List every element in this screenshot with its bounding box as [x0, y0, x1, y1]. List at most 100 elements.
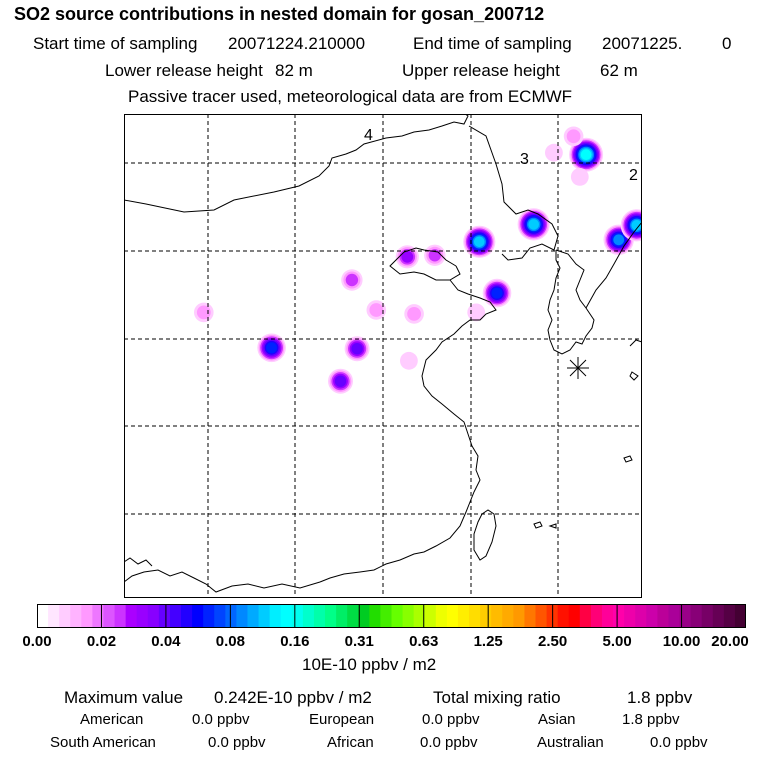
region-value-european: 0.0 ppbv	[422, 711, 480, 728]
colorbar-cell	[203, 604, 215, 628]
region-value-south-american: 0.0 ppbv	[208, 734, 266, 751]
colorbar-tick-label: 0.00	[22, 633, 52, 650]
colorbar-cell	[325, 604, 337, 628]
end-hour: 0	[722, 34, 732, 53]
colorbar-cell	[302, 604, 315, 628]
colorbar-cell	[646, 604, 658, 628]
plume-contour	[545, 143, 563, 162]
colorbar-cell	[247, 604, 260, 628]
total-value: 1.8 ppbv	[627, 688, 693, 707]
colorbar-tick-label: 0.08	[215, 633, 245, 650]
colorbar-tick-label: 0.63	[409, 633, 439, 650]
island-taiwan	[473, 509, 497, 561]
colorbar-tick-label: 2.50	[538, 633, 568, 650]
total-label: Total mixing ratio	[433, 688, 561, 707]
colorbar-cell	[214, 604, 226, 628]
plume-contour	[266, 342, 278, 354]
colorbar-cell	[269, 604, 282, 628]
colorbar-cell	[435, 604, 448, 628]
colorbar-tick-label: 1.25	[473, 633, 503, 650]
colorbar-cell	[712, 604, 725, 628]
colorbar-cell	[48, 604, 60, 628]
plume-contour	[566, 129, 581, 144]
start-label: Start time of sampling	[33, 34, 198, 53]
colorbar-cell	[169, 604, 182, 628]
colorbar-cell	[513, 604, 526, 628]
colorbar-cell	[579, 604, 592, 628]
lower-height-value: 82 m	[275, 61, 313, 80]
colorbar-cell	[225, 604, 238, 628]
colorbar-cell	[701, 604, 714, 628]
colorbar-cell	[391, 604, 404, 628]
region-name-australian: Australian	[537, 734, 604, 751]
map-frame	[124, 114, 642, 598]
upper-height-label: Upper release height	[402, 61, 560, 80]
island-a	[629, 371, 639, 381]
colorbar-cell	[280, 604, 293, 628]
region-label-2: 2	[629, 167, 638, 184]
colorbar-cell	[601, 604, 614, 628]
coastlines	[124, 114, 642, 593]
plume-contour	[401, 250, 414, 263]
colorbar-cell	[480, 604, 492, 628]
region-label-3: 3	[520, 151, 529, 168]
end-label: End time of sampling	[413, 34, 572, 53]
coast-sw	[124, 569, 321, 593]
max-value: 0.242E-10 ppbv / m2	[214, 688, 372, 707]
colorbar-cell	[59, 604, 71, 628]
colorbar-units: 10E-10 ppbv / m2	[302, 655, 437, 674]
colorbar-tick-label: 0.16	[280, 633, 310, 650]
plume-contour	[474, 236, 485, 248]
plume-contour	[400, 351, 418, 370]
colorbar-tick-label: 10.00	[662, 633, 701, 650]
border-line-ne	[468, 125, 559, 261]
colorbar-cell	[136, 604, 149, 628]
colorbar-cell	[624, 604, 636, 628]
plume-contour	[196, 305, 211, 320]
island-d	[548, 523, 557, 529]
colorbar-cell	[125, 604, 138, 628]
lat-lon-grid	[124, 114, 642, 598]
colorbar-cell	[37, 604, 49, 628]
colorbar-cell	[147, 604, 160, 628]
plume-contour	[580, 149, 592, 160]
colorbar-cell	[291, 604, 304, 628]
plume-contour	[631, 220, 642, 231]
lower-height-label: Lower release height	[105, 61, 263, 80]
colorbar-cell	[92, 604, 105, 628]
region-value-australian: 0.0 ppbv	[650, 734, 708, 751]
start-value: 20071224.210000	[228, 34, 366, 53]
colorbar-cell	[103, 604, 116, 628]
tracer-note: Passive tracer used, meteorological data…	[128, 87, 573, 106]
colorbar-tick-label: 5.00	[602, 633, 632, 650]
colorbar-cell	[158, 604, 171, 628]
colorbar-cell	[192, 604, 204, 628]
plume-contour	[570, 168, 589, 186]
region-label-4: 4	[364, 127, 373, 144]
colorbar-cell	[402, 604, 415, 628]
colorbar-cell	[568, 604, 581, 628]
colorbar-cell	[446, 604, 459, 628]
plume-contour	[467, 303, 486, 322]
colorbar-cell	[369, 604, 382, 628]
region-value-asian: 1.8 ppbv	[622, 711, 680, 728]
region-name-american: American	[80, 711, 144, 728]
colorbar-tick-label: 0.02	[86, 633, 117, 650]
colorbar-cell	[336, 604, 348, 628]
colorbar-cell	[590, 604, 603, 628]
colorbar-cell	[690, 604, 703, 628]
end-value: 20071225.	[602, 34, 683, 53]
coast-korea	[547, 249, 595, 355]
island-c	[533, 521, 543, 529]
colorbar-cell	[668, 604, 681, 628]
colorbar-cell	[679, 604, 692, 628]
region-value-african: 0.0 ppbv	[420, 734, 478, 751]
coast-korea-east	[585, 221, 642, 309]
colorbar-tick-label: 0.31	[344, 633, 374, 650]
colorbar-cell	[613, 604, 625, 628]
page-title: SO2 source contributions in nested domai…	[14, 4, 545, 24]
border-line-north	[124, 114, 469, 213]
colorbar-cell	[380, 604, 393, 628]
max-label: Maximum value	[64, 688, 184, 707]
colorbar-cell	[469, 604, 481, 628]
